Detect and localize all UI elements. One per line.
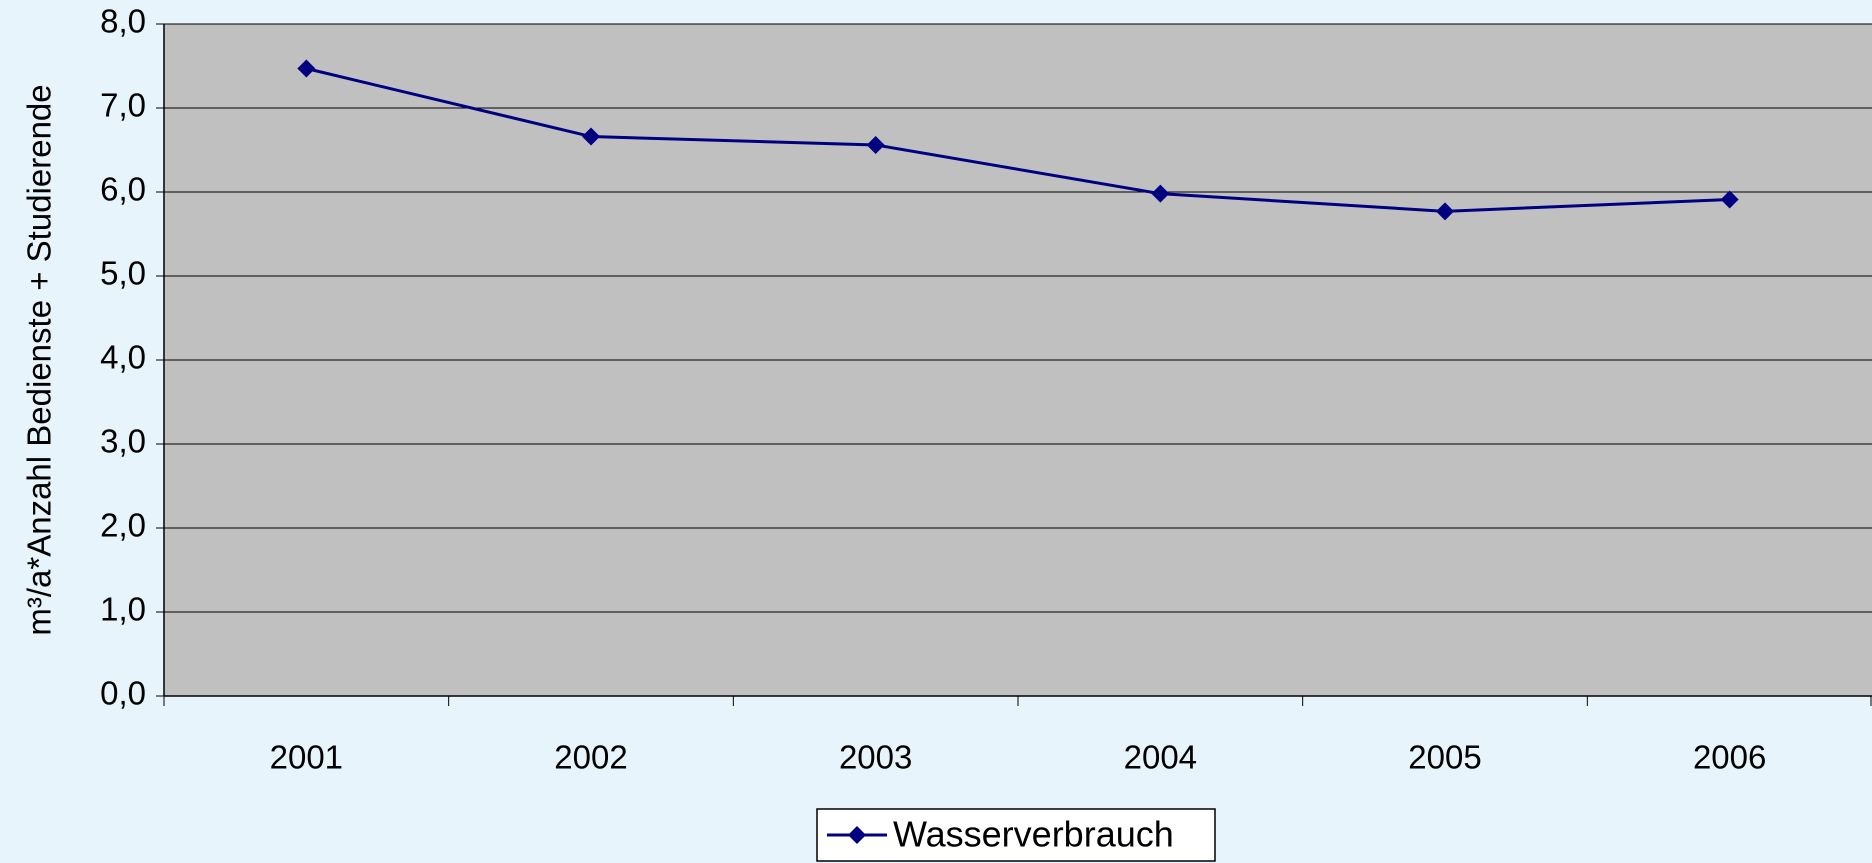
data-point [297,59,316,78]
y-tick-label: 2,0 [100,507,146,544]
legend-label: Wasserverbrauch [893,814,1174,855]
y-tick-label: 0,0 [100,675,146,712]
legend-marker [848,826,866,844]
legend: Wasserverbrauch [816,808,1216,862]
data-point [866,135,885,154]
x-tick-label: 2005 [1408,739,1481,776]
y-tick-label: 5,0 [100,255,146,292]
y-tick-label: 3,0 [100,423,146,460]
x-tick-label: 2001 [270,739,343,776]
y-axis-title: m³/a*Anzahl Bedienste + Studierende [21,84,58,635]
series-line [305,67,1730,213]
data-point [582,127,600,146]
y-tick-label: 1,0 [100,591,146,628]
y-tick-label: 7,0 [100,87,146,124]
data-point [1151,184,1170,203]
y-tick-label: 6,0 [100,171,146,208]
y-tick-label: 8,0 [100,3,146,40]
y-tick-label: 4,0 [100,339,146,376]
data-point [1436,202,1454,221]
x-tick-label: 2006 [1693,739,1766,776]
x-tick-label: 2002 [554,739,627,776]
data-point [1720,190,1739,209]
x-tick-label: 2004 [1124,739,1197,776]
x-tick-label: 2003 [839,739,912,776]
